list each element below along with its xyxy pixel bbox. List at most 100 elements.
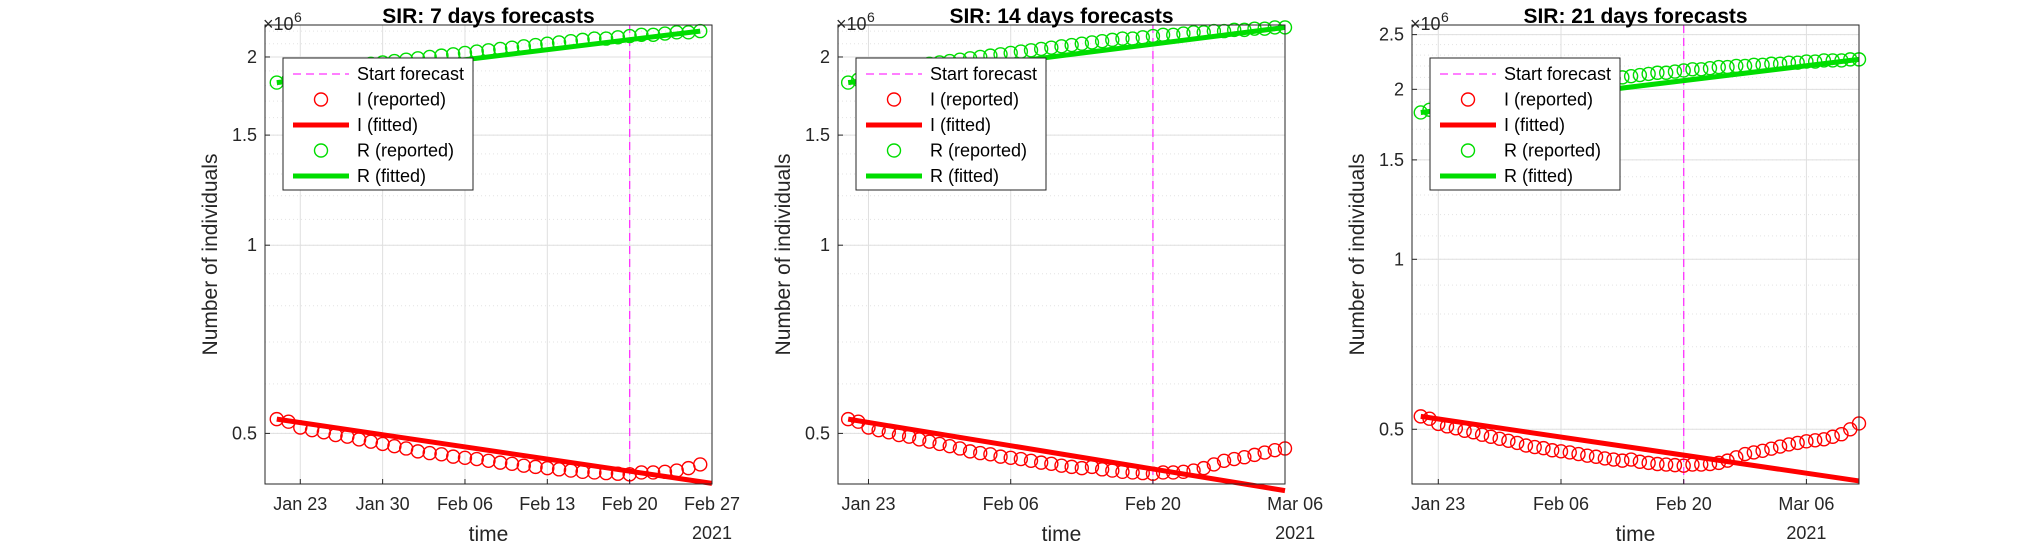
- data-point: [1501, 433, 1516, 449]
- data-point: [1044, 40, 1059, 55]
- legend-label: R (reported): [930, 141, 1027, 161]
- legend-label: R (fitted): [1504, 166, 1573, 186]
- data-point: [1772, 439, 1788, 454]
- y-tick-label: 1: [820, 235, 830, 255]
- y-axis-label: Number of individuals: [772, 154, 795, 356]
- chart-title: SIR: 7 days forecasts: [382, 5, 594, 28]
- legend-symbol-marker: [313, 92, 329, 107]
- x-tick-label: Feb 06: [1533, 494, 1589, 514]
- chart-title: SIR: 21 days forecasts: [1523, 5, 1747, 28]
- data-point: [1606, 452, 1621, 467]
- data-point: [1667, 457, 1683, 473]
- data-point: [1054, 39, 1069, 54]
- data-point: [434, 447, 449, 462]
- data-point: [1044, 456, 1059, 472]
- data-point: [952, 441, 968, 456]
- data-point: [1632, 67, 1648, 83]
- data-point: [1755, 443, 1770, 458]
- legend-label: R (reported): [1504, 141, 1601, 161]
- data-point: [1580, 448, 1595, 463]
- data-point: [1013, 451, 1029, 467]
- fitted-line: [276, 416, 713, 486]
- y-tick-label: 0.5: [805, 423, 830, 443]
- y-tick-label: 1: [247, 235, 257, 255]
- data-point: [1003, 450, 1018, 466]
- data-point: [1527, 439, 1542, 455]
- data-point: [1196, 460, 1211, 476]
- data-point: [1623, 452, 1639, 467]
- x-axis-label: time: [1042, 523, 1082, 546]
- data-point: [1615, 453, 1630, 468]
- data-point: [481, 453, 496, 469]
- data-point: [1702, 61, 1718, 76]
- series-i-reported: [840, 411, 1293, 481]
- data-point: [493, 455, 508, 470]
- data-point: [1033, 455, 1049, 470]
- data-point: [528, 459, 543, 475]
- y-tick-label: 1.5: [1379, 150, 1404, 170]
- data-point: [1623, 69, 1639, 84]
- data-point: [1064, 37, 1079, 53]
- axes-box: [1411, 24, 1860, 485]
- data-point: [1545, 443, 1560, 458]
- data-point: [1115, 31, 1130, 46]
- data-point: [1650, 456, 1665, 472]
- x-tick-label: Feb 06: [437, 494, 493, 514]
- y-axis-label: Number of individuals: [199, 154, 222, 356]
- subplot-2: 0.5 1 1.5 2 Jan 23 Feb 06 Feb 20 Mar 06 2021 ×10 6…: [772, 5, 1323, 546]
- legend-label: I (fitted): [930, 115, 991, 135]
- data-point: [1474, 427, 1490, 442]
- legend-label: Start forecast: [357, 64, 464, 84]
- data-point: [1509, 435, 1525, 451]
- y-tick-label: 1.5: [232, 125, 257, 145]
- data-point: [1632, 454, 1648, 469]
- y-tick-label: 0.5: [1379, 419, 1404, 439]
- legend-symbol-marker: [886, 92, 902, 107]
- legend-label: I (fitted): [357, 115, 418, 135]
- legend-label: Start forecast: [930, 64, 1037, 84]
- data-point: [983, 447, 998, 462]
- data-point: [1676, 63, 1691, 78]
- x-tick-label: Jan 23: [273, 494, 327, 514]
- data-point: [1694, 62, 1709, 77]
- series-i-fitted: [847, 416, 1286, 494]
- data-point: [1064, 459, 1079, 475]
- subplot-3: 0.5 1 1.5 2 2.5 Jan 23 Feb 06 Feb 20 Mar 06 2021 ×…: [1346, 5, 1867, 546]
- data-point: [410, 444, 426, 459]
- y-tick-label: 1.5: [805, 125, 830, 145]
- series-i-fitted: [1420, 413, 1860, 484]
- x-tick-label: Mar 06: [1267, 494, 1323, 514]
- subplot-1: 0.5 1 1.5 2 Jan 23 Jan 30 Feb 06 Feb 13 Feb 20 Fe…: [199, 5, 740, 546]
- data-point: [1658, 65, 1674, 80]
- data-point: [1227, 22, 1242, 38]
- data-point: [1641, 66, 1656, 82]
- data-point: [1216, 453, 1232, 469]
- data-point: [942, 438, 957, 454]
- legend: Start forecast I (reported) I (fitted) R (r…: [855, 57, 1047, 191]
- legend-symbol-marker: [1460, 92, 1476, 107]
- data-point: [1597, 451, 1613, 466]
- data-point: [1483, 429, 1499, 444]
- x-tick-label: Feb 20: [1656, 494, 1712, 514]
- data-point: [1676, 458, 1691, 473]
- legend-label: Start forecast: [1504, 64, 1611, 84]
- data-point: [1588, 449, 1604, 464]
- y-tick-label: 2: [1394, 79, 1404, 99]
- legend-label: I (reported): [1504, 90, 1593, 110]
- y-exponent: 6: [867, 9, 875, 25]
- data-point: [1267, 443, 1283, 458]
- data-point: [1825, 429, 1840, 444]
- series-i-fitted: [276, 416, 713, 486]
- fitted-line: [1420, 413, 1860, 484]
- legend: Start forecast I (reported) I (fitted) R (r…: [1429, 57, 1621, 191]
- data-point: [932, 436, 947, 452]
- y-tick-label: 1: [1394, 249, 1404, 269]
- data-point: [1737, 446, 1753, 462]
- data-point: [1023, 453, 1039, 469]
- data-point: [1074, 36, 1090, 51]
- data-point: [1746, 445, 1762, 460]
- legend-symbol-marker: [1460, 143, 1476, 158]
- x-tick-label: Mar 06: [1778, 494, 1834, 514]
- data-point: [693, 457, 708, 472]
- y-axis-label: Number of individuals: [1346, 154, 1369, 356]
